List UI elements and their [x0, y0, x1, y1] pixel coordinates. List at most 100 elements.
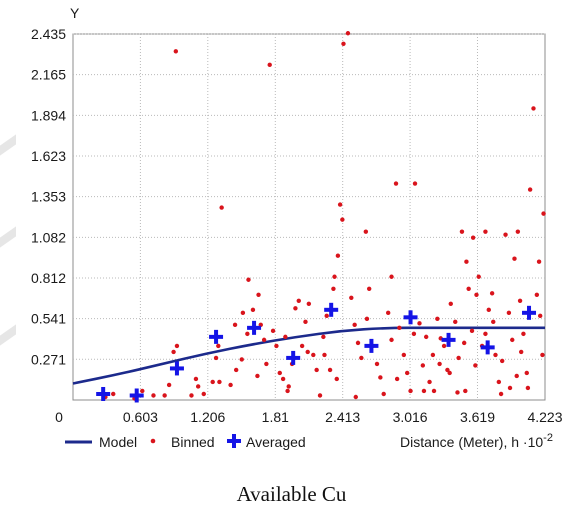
binned-point — [306, 301, 312, 307]
binned-point — [174, 343, 180, 349]
binned-point — [314, 367, 319, 373]
binned-point — [286, 384, 291, 389]
binned-point — [536, 259, 542, 264]
legend-averaged-swatch — [227, 434, 241, 448]
legend-model-label: Model — [99, 434, 137, 450]
binned-point — [431, 388, 437, 394]
binned-point — [507, 385, 513, 391]
y-tick-label: 1.082 — [31, 229, 66, 245]
averaged-point — [522, 305, 537, 320]
binned-point — [240, 310, 246, 316]
x-tick-label: 4.223 — [527, 409, 562, 425]
averaged-point — [209, 329, 224, 344]
binned-point — [445, 367, 450, 373]
binned-point — [267, 62, 272, 68]
binned-point — [483, 229, 488, 234]
averaged-point — [364, 338, 379, 353]
binned-point — [498, 391, 504, 397]
binned-point — [239, 357, 244, 362]
chart: 0.271 0.541 0.812 1.082 1.353 1.623 1.894 2.165… — [31, 5, 563, 450]
binned-point — [453, 319, 458, 325]
binned-series — [103, 31, 546, 401]
binned-point — [321, 334, 326, 340]
binned-point — [389, 274, 394, 279]
binned-point — [463, 388, 468, 394]
x-tick-label: 2.413 — [325, 409, 360, 425]
averaged-point — [324, 302, 339, 317]
binned-point — [216, 343, 221, 349]
binned-point — [531, 106, 536, 111]
y-axis-label: Y — [70, 5, 80, 21]
binned-point — [341, 41, 346, 46]
binned-point — [232, 322, 238, 328]
binned-point — [335, 253, 341, 258]
x-axis-label-exponent: -2 — [543, 432, 553, 444]
binned-point — [469, 328, 475, 334]
binned-point — [277, 370, 282, 376]
binned-point — [456, 355, 461, 361]
binned-point — [296, 298, 301, 303]
binned-point — [233, 367, 239, 373]
binned-point — [521, 331, 526, 337]
binned-point — [293, 306, 298, 311]
binned-point — [476, 274, 481, 279]
binned-point — [349, 295, 354, 300]
binned-point — [394, 376, 400, 382]
binned-point — [363, 229, 369, 234]
binned-point — [264, 361, 269, 367]
binned-point — [322, 352, 327, 358]
binned-point — [261, 337, 267, 343]
binned-point — [389, 337, 394, 343]
binned-point — [324, 313, 329, 319]
binned-point — [512, 256, 517, 261]
averaged-point — [247, 320, 262, 335]
binned-point — [173, 49, 179, 54]
averaged-point — [403, 310, 418, 325]
binned-point — [337, 202, 343, 207]
x-tick-label: 0 — [55, 409, 63, 425]
averaged-point — [129, 388, 144, 403]
binned-point — [473, 363, 478, 368]
binned-point — [427, 379, 432, 385]
legend: Model Binned Averaged — [65, 434, 306, 450]
binned-point — [459, 229, 465, 234]
binned-point — [255, 373, 260, 379]
binned-point — [305, 349, 310, 355]
binned-point — [283, 334, 288, 340]
binned-point — [455, 390, 460, 395]
binned-point — [166, 382, 172, 388]
binned-point — [201, 391, 206, 397]
binned-point — [423, 334, 429, 340]
binned-point — [464, 259, 469, 264]
binned-point — [334, 376, 339, 382]
binned-point — [366, 286, 372, 291]
binned-point — [331, 286, 336, 291]
averaged-series — [96, 302, 537, 403]
binned-point — [525, 385, 531, 391]
binned-point — [518, 349, 524, 355]
y-tick-label: 1.623 — [31, 148, 66, 164]
binned-point — [527, 187, 533, 192]
binned-point — [393, 181, 399, 186]
binned-point — [359, 355, 364, 361]
binned-point — [499, 358, 505, 364]
x-tick-label: 1.206 — [190, 409, 225, 425]
averaged-point — [169, 361, 184, 376]
binned-point — [540, 352, 545, 358]
binned-point — [256, 292, 261, 297]
binned-point — [506, 310, 512, 316]
x-tick-label: 1.81 — [262, 409, 289, 425]
binned-point — [489, 291, 495, 296]
legend-binned-swatch — [150, 438, 156, 444]
averaged-point — [480, 340, 495, 355]
averaged-point — [286, 350, 301, 365]
binned-point — [195, 384, 201, 389]
binned-point — [417, 321, 422, 326]
binned-point — [285, 388, 290, 394]
binned-point — [378, 375, 383, 380]
binned-point — [140, 388, 145, 394]
binned-point — [340, 217, 345, 222]
legend-averaged-label: Averaged — [246, 434, 306, 450]
binned-point — [491, 319, 496, 325]
grid — [73, 33, 545, 400]
